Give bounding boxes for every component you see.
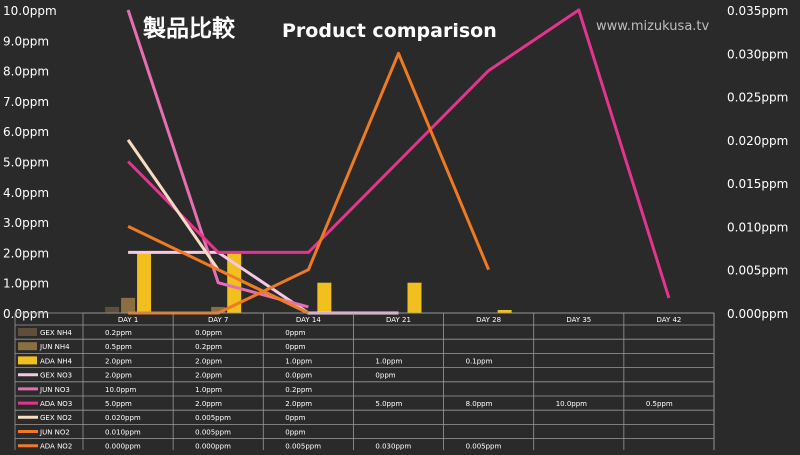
- line-jun-no3: [126, 9, 309, 309]
- x-tick-label: DAY 7: [208, 316, 228, 324]
- y-right-tick-label: 0.000ppm: [727, 307, 788, 321]
- data-label: 0.005ppm: [195, 414, 231, 422]
- legend-label: GEX NO2: [40, 414, 72, 422]
- line-ada-no3: [127, 8, 671, 299]
- y-right-tick-label: 0.030ppm: [727, 47, 788, 61]
- y-right-tick-label: 0.025ppm: [727, 91, 788, 105]
- x-tick-label: DAY 35: [566, 316, 591, 324]
- data-label: 5.0ppm: [105, 400, 132, 408]
- bar-jun-nh4: [121, 297, 136, 313]
- axes-layer: 0.0ppm 1.0ppm 2.0ppm 3.0ppm 4.0ppm 5.0ppm 6.0p…: [3, 4, 788, 321]
- legend-key-ada-nh4: [18, 356, 37, 365]
- y-right-tick-label: 0.035ppm: [727, 4, 788, 18]
- y-left-tick-label: 4.0ppm: [3, 186, 49, 200]
- bars-layer: [105, 252, 512, 313]
- data-label: 0.1ppm: [466, 357, 493, 365]
- y-left-tick-label: 1.0ppm: [3, 277, 49, 291]
- legend-label: GEX NH4: [40, 329, 72, 337]
- data-label: 0.000ppm: [105, 443, 141, 450]
- bar-ada-nh4: [497, 309, 512, 313]
- x-tick-label: DAY 21: [386, 316, 411, 324]
- y-right-tick-label: 0.005ppm: [727, 264, 788, 278]
- legend-label: JUN NO2: [39, 428, 70, 436]
- legend-label: ADA NH4: [40, 357, 73, 365]
- data-label: 0.5ppm: [105, 343, 132, 351]
- watermark: www.mizukusa.tv: [596, 19, 710, 34]
- data-label: 0ppm: [285, 428, 305, 436]
- data-label: 1.0ppm: [195, 386, 222, 394]
- data-label: 0.0ppm: [285, 372, 312, 380]
- y-left-tick-label: 7.0ppm: [3, 95, 49, 109]
- bar-jun-nh4: [211, 306, 226, 313]
- data-label: 0.020ppm: [105, 414, 141, 422]
- title-japanese: 製品比較: [142, 15, 236, 42]
- x-tick-label: DAY 1: [118, 316, 138, 324]
- data-label: 8.0ppm: [466, 400, 493, 408]
- data-label: 2.0ppm: [195, 357, 222, 365]
- legend-label: JUN NH4: [39, 343, 70, 351]
- data-label: 2.0ppm: [105, 372, 132, 380]
- y-left-tick-label: 6.0ppm: [3, 125, 49, 139]
- data-label: 0.005ppm: [195, 428, 231, 436]
- data-label: 0.005ppm: [466, 443, 502, 450]
- data-label: 2.0ppm: [195, 372, 222, 380]
- data-label: 0.030ppm: [375, 443, 411, 450]
- bar-ada-nh4: [407, 282, 422, 313]
- data-label: 10.0ppm: [105, 386, 136, 394]
- data-label: 1.0ppm: [285, 357, 312, 365]
- data-label: 1.0ppm: [375, 357, 402, 365]
- data-label: 0ppm: [285, 329, 305, 337]
- line-gex-no3: [128, 250, 399, 315]
- x-tick-label: DAY 14: [296, 316, 321, 324]
- data-label: 0.2ppm: [105, 329, 132, 337]
- x-tick-label: DAY 42: [656, 316, 681, 324]
- bar-gex-nh4: [105, 306, 120, 313]
- line-jun-no2: [127, 225, 310, 315]
- data-label: 0.005ppm: [285, 443, 321, 450]
- y-left-tick-label: 2.0ppm: [3, 246, 49, 260]
- data-label: 0.2ppm: [195, 343, 222, 351]
- data-label: 0ppm: [285, 414, 305, 422]
- y-right-tick-label: 0.015ppm: [727, 177, 788, 191]
- y-right-tick-label: 0.020ppm: [727, 134, 788, 148]
- bar-ada-nh4: [317, 282, 332, 313]
- y-left-tick-label: 5.0ppm: [3, 156, 49, 170]
- data-label: 0.0ppm: [195, 329, 222, 337]
- data-label: 0ppm: [375, 372, 395, 380]
- line-ada-no2: [128, 51, 490, 315]
- y-right-tick-label: 0.010ppm: [727, 220, 788, 234]
- title-english: Product comparison: [282, 20, 497, 42]
- legend-label: JUN NO3: [39, 386, 70, 394]
- legend-key-gex-nh4: [18, 328, 37, 336]
- y-left-tick-label: 8.0ppm: [3, 65, 49, 79]
- lines-layer: [126, 8, 671, 315]
- data-label: 5.0ppm: [375, 400, 402, 408]
- legend-label: ADA NO3: [40, 400, 72, 408]
- data-label: 0.010ppm: [105, 428, 141, 436]
- data-label: 0ppm: [285, 343, 305, 351]
- x-tick-label: DAY 28: [476, 316, 501, 324]
- data-table: DAY 1 DAY 7 DAY 14 DAY 21 DAY 28 DAY 35 DAY 42…: [14, 312, 715, 454]
- y-left-tick-label: 10.0ppm: [3, 4, 57, 18]
- bar-ada-nh4: [227, 252, 242, 313]
- data-label: 0.000ppm: [195, 443, 231, 450]
- legend-key-jun-nh4: [18, 342, 37, 351]
- data-label: 2.0ppm: [195, 400, 222, 408]
- y-left-tick-label: 0.0ppm: [3, 307, 49, 321]
- y-left-tick-label: 9.0ppm: [3, 34, 49, 48]
- data-label: 2.0ppm: [285, 400, 312, 408]
- legend-label: ADA NO2: [40, 443, 72, 450]
- data-label: 2.0ppm: [105, 357, 132, 365]
- bar-ada-nh4: [137, 252, 152, 313]
- data-label: 10.0ppm: [556, 400, 587, 408]
- y-left-tick-label: 3.0ppm: [3, 216, 49, 230]
- data-label: 0.2ppm: [285, 386, 312, 394]
- line-gex-no2: [126, 139, 310, 315]
- data-label: 0.5ppm: [646, 400, 673, 408]
- legend-label: GEX NO3: [40, 372, 72, 380]
